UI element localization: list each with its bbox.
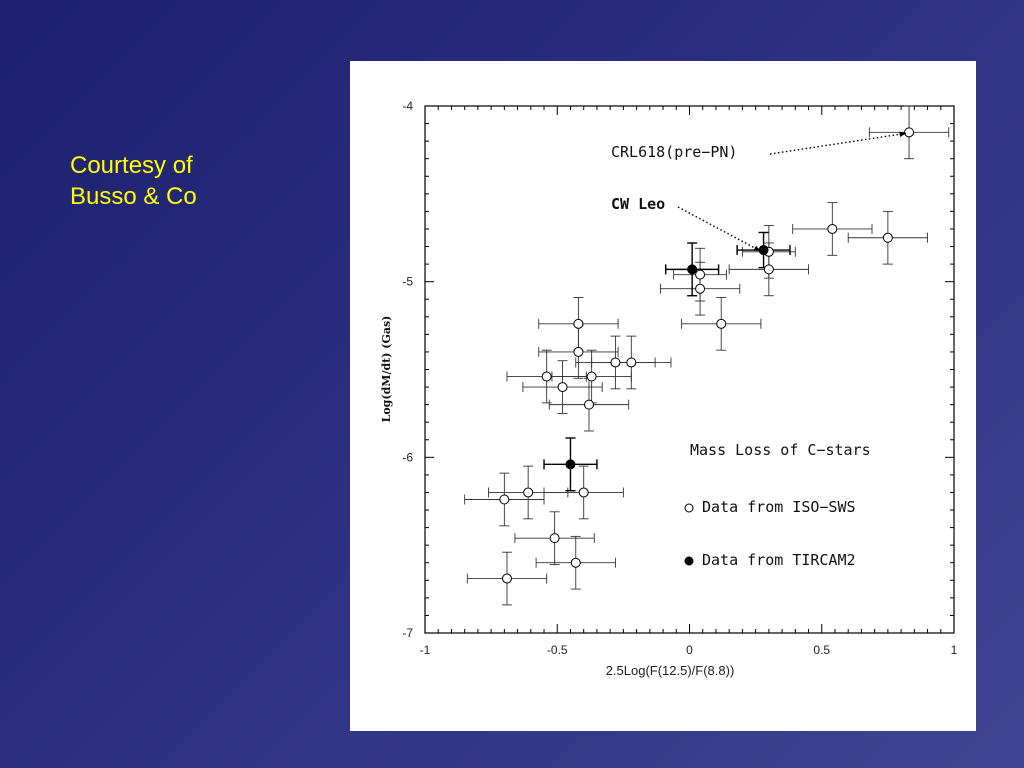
scatter-chart: -1 -0.5 0 0.5 1 -7 -6 -5 -4 CRL618(pre−PN) CW Le… bbox=[380, 99, 958, 678]
annotation-arrowhead bbox=[899, 131, 907, 138]
iso-sws-point bbox=[586, 371, 597, 382]
y-axis-title: Log(dM/dt) (Gas) bbox=[380, 316, 393, 423]
iso-sws-point bbox=[882, 232, 893, 243]
iso-sws-point bbox=[695, 269, 706, 280]
iso-sws-point bbox=[557, 382, 568, 393]
x-tick-label: 1 bbox=[951, 643, 958, 657]
annotation-label: CRL618(pre−PN) bbox=[611, 143, 737, 161]
iso-sws-point bbox=[716, 318, 727, 329]
iso-sws-point bbox=[763, 264, 774, 275]
iso-sws-point bbox=[695, 283, 706, 294]
y-tick-label: -5 bbox=[402, 275, 413, 289]
iso-sws-point bbox=[610, 357, 621, 368]
annotation-pointer bbox=[769, 132, 907, 155]
iso-sws-point bbox=[573, 318, 584, 329]
legend-entry-tircam: Data from TIRCAM2 bbox=[702, 551, 856, 569]
iso-sws-point bbox=[549, 533, 560, 544]
y-tick-label: -7 bbox=[402, 626, 413, 640]
iso-sws-point bbox=[578, 487, 589, 498]
slide-caption: Courtesy of Busso & Co bbox=[70, 150, 197, 212]
annotations: CRL618(pre−PN) CW Leo bbox=[611, 131, 907, 252]
iso-sws-point bbox=[573, 346, 584, 357]
legend-open-marker bbox=[684, 503, 694, 513]
y-tick-label: -6 bbox=[402, 450, 413, 464]
tircam2-point bbox=[758, 245, 769, 256]
tick-marks bbox=[424, 105, 955, 634]
x-tick-label: -1 bbox=[420, 643, 431, 657]
iso-sws-point bbox=[904, 127, 915, 138]
iso-sws-point bbox=[501, 573, 512, 584]
legend-title: Mass Loss of C−stars bbox=[690, 441, 871, 459]
x-tick-labels: -1 -0.5 0 0.5 1 bbox=[420, 643, 958, 657]
x-tick-label: 0 bbox=[686, 643, 693, 657]
x-tick-label: -0.5 bbox=[547, 643, 568, 657]
plot-frame bbox=[424, 105, 955, 634]
caption-line-1: Courtesy of bbox=[70, 152, 193, 179]
annotation-pointer bbox=[677, 206, 761, 252]
y-tick-label: -4 bbox=[402, 99, 413, 113]
figure-panel: -1 -0.5 0 0.5 1 -7 -6 -5 -4 CRL618(pre−PN) CW Le… bbox=[350, 61, 976, 731]
error-bars bbox=[464, 105, 950, 606]
iso-sws-point bbox=[570, 557, 581, 568]
y-tick-labels: -7 -6 -5 -4 bbox=[402, 99, 413, 640]
x-tick-label: 0.5 bbox=[813, 643, 830, 657]
annotation-arrowhead bbox=[753, 245, 761, 252]
legend-entry-iso: Data from ISO−SWS bbox=[702, 498, 856, 516]
legend-filled-marker bbox=[684, 556, 694, 566]
iso-sws-point bbox=[499, 494, 510, 505]
data-points bbox=[499, 127, 915, 584]
iso-sws-point bbox=[541, 371, 552, 382]
caption-line-2: Busso & Co bbox=[70, 183, 197, 210]
x-axis-title: 2.5Log(F(12.5)/F(8.8)) bbox=[606, 663, 735, 678]
tircam2-point bbox=[565, 459, 576, 470]
tircam2-point bbox=[687, 264, 698, 275]
iso-sws-point bbox=[583, 399, 594, 410]
iso-sws-point bbox=[523, 487, 534, 498]
iso-sws-point bbox=[827, 223, 838, 234]
annotation-label: CW Leo bbox=[611, 195, 665, 213]
iso-sws-point bbox=[626, 357, 637, 368]
